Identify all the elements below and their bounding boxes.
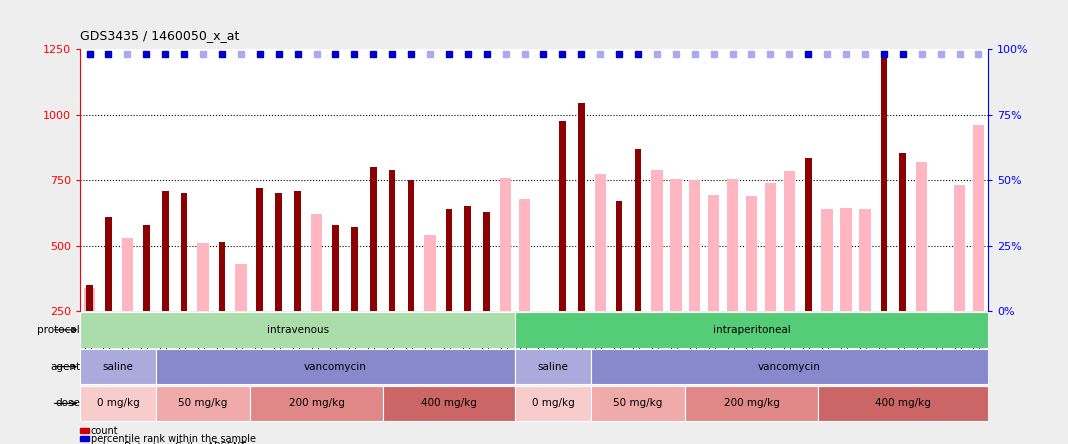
Bar — [250, 386, 382, 421]
Text: 200 mg/kg: 200 mg/kg — [723, 398, 780, 408]
Bar — [616, 201, 623, 312]
Bar — [219, 242, 225, 312]
Bar — [595, 174, 606, 312]
Bar — [727, 179, 738, 312]
Bar — [105, 217, 112, 312]
Bar — [484, 212, 490, 312]
Bar — [689, 180, 701, 312]
Bar — [311, 214, 323, 312]
Bar — [295, 190, 301, 312]
Text: intravenous: intravenous — [267, 325, 329, 335]
Bar — [954, 186, 965, 312]
Bar — [256, 188, 263, 312]
Bar — [578, 103, 584, 312]
Bar — [84, 288, 95, 312]
Bar — [370, 167, 377, 312]
Bar — [860, 209, 870, 312]
Bar — [332, 225, 339, 312]
Bar — [80, 386, 156, 421]
Text: percentile rank within the sample: percentile rank within the sample — [91, 434, 255, 444]
Bar — [515, 349, 591, 385]
Bar — [671, 179, 681, 312]
Bar — [651, 170, 662, 312]
Bar — [80, 312, 515, 348]
Text: vancomycin: vancomycin — [304, 362, 366, 372]
Bar — [122, 238, 134, 312]
Bar — [818, 386, 988, 421]
Bar — [276, 193, 282, 312]
Bar — [80, 349, 156, 385]
Text: 200 mg/kg: 200 mg/kg — [288, 398, 345, 408]
Text: value, Detection Call = ABSENT: value, Detection Call = ABSENT — [91, 442, 246, 444]
Bar — [821, 209, 833, 312]
Bar — [515, 386, 591, 421]
Bar — [745, 196, 757, 312]
Bar — [591, 386, 686, 421]
Bar — [634, 149, 641, 312]
Text: 50 mg/kg: 50 mg/kg — [178, 398, 227, 408]
Text: 0 mg/kg: 0 mg/kg — [96, 398, 139, 408]
Bar — [465, 206, 471, 312]
Bar — [559, 121, 566, 312]
Bar — [686, 386, 818, 421]
Bar — [408, 180, 414, 312]
Bar — [162, 190, 169, 312]
Bar — [515, 312, 988, 348]
Text: dose: dose — [56, 398, 80, 408]
Text: 50 mg/kg: 50 mg/kg — [613, 398, 663, 408]
Bar — [389, 170, 395, 312]
Bar — [382, 386, 515, 421]
Bar — [87, 285, 93, 312]
Text: saline: saline — [103, 362, 134, 372]
Bar — [143, 225, 150, 312]
Text: vancomycin: vancomycin — [758, 362, 820, 372]
Bar — [708, 194, 720, 312]
Text: 400 mg/kg: 400 mg/kg — [421, 398, 476, 408]
Bar — [591, 349, 988, 385]
Bar — [841, 208, 852, 312]
Text: intraperitoneal: intraperitoneal — [712, 325, 790, 335]
Bar — [198, 243, 208, 312]
Bar — [156, 349, 515, 385]
Bar — [899, 153, 906, 312]
Bar — [805, 158, 812, 312]
Bar — [916, 162, 927, 312]
Bar — [784, 171, 795, 312]
Bar — [235, 264, 247, 312]
Text: count: count — [91, 426, 119, 436]
Bar — [351, 227, 358, 312]
Bar — [973, 125, 984, 312]
Text: protocol: protocol — [37, 325, 80, 335]
Text: GDS3435 / 1460050_x_at: GDS3435 / 1460050_x_at — [80, 29, 239, 42]
Bar — [500, 178, 512, 312]
Bar — [445, 209, 452, 312]
Text: saline: saline — [537, 362, 568, 372]
Bar — [156, 386, 250, 421]
Bar — [519, 198, 530, 312]
Text: 0 mg/kg: 0 mg/kg — [532, 398, 575, 408]
Text: agent: agent — [50, 362, 80, 372]
Text: 400 mg/kg: 400 mg/kg — [875, 398, 930, 408]
Bar — [180, 193, 187, 312]
Bar — [765, 183, 776, 312]
Bar — [881, 57, 888, 312]
Bar — [424, 235, 436, 312]
